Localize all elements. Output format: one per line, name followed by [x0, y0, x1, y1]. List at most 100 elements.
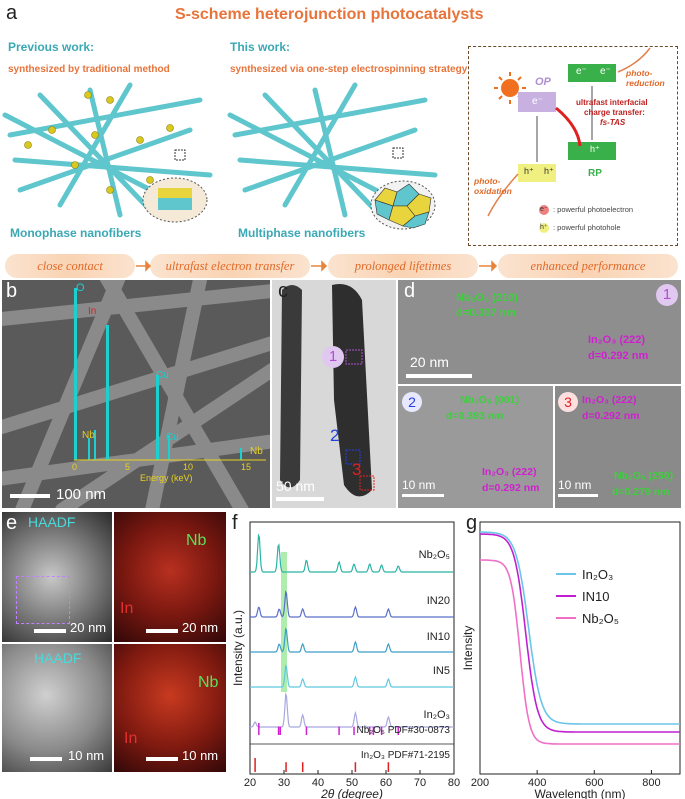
eds-peak-in: In [88, 306, 97, 317]
panel-c-scale: 50 nm [276, 478, 315, 494]
fs-tas-label: fs-TAS [600, 118, 626, 127]
xrd-series-label-4: In₂O₃ [424, 709, 450, 721]
xrd-tick-label-30: 30 [278, 777, 290, 789]
eds-x-label: Energy (keV) [140, 473, 193, 483]
panel-d1-hrtem [398, 280, 681, 384]
xrd-highlight-band [281, 552, 287, 692]
d3-scale: 10 nm [558, 478, 592, 492]
eds-peak-cu-2: Cu [166, 432, 179, 443]
xrd-series-2 [250, 627, 454, 653]
panel-e-haadf-region [16, 576, 70, 624]
multiphase-label: Multiphase nanofibers [238, 226, 366, 240]
monophase-label: Monophase nanofibers [10, 226, 142, 240]
scale-bottom-left: 10 nm [68, 748, 105, 763]
charge-transfer-1: ultrafast interfacial [576, 98, 648, 107]
flow-prolonged-lifetimes: prolonged lifetimes [328, 254, 478, 278]
d1-in-plane: In₂O₃ (222) [588, 334, 646, 346]
scale-bar-bottom-left [30, 757, 62, 761]
panel-c-marker-1: 1 [322, 346, 344, 368]
panel-a-label: a [6, 2, 18, 24]
d2-marker: 2 [402, 392, 422, 412]
uv-tick-label-800: 800 [642, 777, 660, 789]
xrd-y-label: Intensity (a.u.) [231, 610, 245, 686]
flow-close-contact: close contact [5, 254, 135, 278]
haadf-label-top: HAADF [28, 514, 76, 530]
scale-top-left: 20 nm [70, 620, 107, 635]
xrd-series-0 [250, 533, 454, 573]
eds-tick-15: 15 [241, 462, 252, 472]
op-label: OP [535, 76, 551, 88]
scale-bar-top-left [34, 629, 66, 633]
monophase-fibers-illustration [2, 82, 213, 223]
uv-frame [479, 521, 681, 775]
flow-electron-transfer: ultrafast electron transfer [150, 254, 310, 278]
eds-peak-nb-2: Nb [250, 446, 263, 457]
flow-arrows [136, 260, 498, 272]
charge-transfer-2: charge transfer: [584, 108, 645, 117]
panel-e-map-bottom [114, 644, 226, 772]
xrd-series-1 [250, 590, 454, 618]
s-scheme-box [468, 46, 678, 246]
legend-electron-symbol: e⁻ [540, 206, 548, 213]
flow-enhanced-performance: enhanced performance [498, 254, 678, 278]
d3-scale-bar [558, 494, 598, 497]
xrd-chart: Nb₂O₅ IN20 IN10 IN5 In₂O₃ Nb₂O₅ PDF#30-0873 In… [231, 521, 460, 799]
panel-c-scale-bar [276, 497, 324, 501]
d2-nb-spacing: d=0.393 nm [446, 410, 504, 422]
uv-series-0 [480, 531, 680, 725]
uv-y-label: Intensity [461, 626, 475, 671]
eds-tick-10: 10 [183, 462, 194, 472]
xrd-x-label: 2θ (degree) [320, 787, 383, 799]
d3-nb-spacing: d=0.279 nm [612, 486, 670, 498]
scale-top-right: 20 nm [182, 620, 219, 635]
xrd-series-4 [250, 692, 454, 728]
d3-in-plane: In₂O₃ (222) [582, 394, 637, 406]
uv-x-label: Wavelength (nm) [535, 787, 626, 799]
in-label-bottom: In [124, 730, 138, 747]
rp-hole: h⁺ [590, 144, 600, 154]
xrd-tick-label-40: 40 [312, 777, 324, 789]
op-hole-1: h⁺ [524, 166, 534, 176]
legend-hole: : powerful photohole [553, 223, 621, 232]
uv-series-1 [480, 533, 680, 733]
d1-scale: 20 nm [410, 354, 449, 370]
scale-bar-bottom-right [146, 757, 178, 761]
uv-tick-label-400: 400 [528, 777, 546, 789]
in-label-top: In [120, 600, 134, 617]
panel-c-marker-2: 2 [330, 426, 340, 445]
scale-bar-top-right [146, 629, 178, 633]
uv-tick-label-600: 600 [585, 777, 603, 789]
legend-hole-symbol: h⁺ [540, 224, 548, 231]
nb-label-bottom: Nb [198, 674, 219, 691]
photo-oxidation-label: photo-oxidation [474, 176, 512, 197]
this-work-heading: This work: [230, 40, 291, 54]
d1-nb-spacing: d=0.307 nm [456, 307, 517, 319]
d2-scale: 10 nm [402, 478, 436, 492]
multiphase-fibers-illustration [227, 82, 438, 230]
photo-reduction-label: photo-reduction [626, 68, 665, 89]
xrd-ref-label-1: In₂O₃ PDF#71-2195 [361, 750, 451, 761]
panel-b-scale-bar [10, 494, 50, 498]
xrd-series-label-3: IN5 [433, 665, 450, 677]
panel-g-label: g [466, 512, 478, 534]
panel-c-marker-3: 3 [352, 460, 362, 479]
d1-marker: 1 [656, 284, 678, 306]
d3-nb-plane: Nb₂O₅ (250) [614, 470, 674, 482]
panel-b-sem [2, 280, 270, 508]
xrd-tick-label-20: 20 [244, 777, 256, 789]
panel-b-label: b [6, 280, 18, 302]
eds-peak-cu-1: Cu [156, 370, 169, 381]
op-hole-2: h⁺ [544, 166, 554, 176]
d3-marker: 3 [558, 392, 578, 412]
eds-peak-nb: Nb [82, 430, 95, 441]
xrd-tick-label-60: 60 [380, 777, 392, 789]
eds-tick-0: 0 [72, 462, 78, 472]
xrd-tick-label-50: 50 [346, 777, 358, 789]
nb-label-top: Nb [186, 532, 207, 549]
d1-nb-plane: Nb₂O₅ (210) [456, 292, 518, 304]
d1-scale-bar [406, 374, 472, 378]
eds-peak-o: O [76, 282, 85, 294]
d2-in-spacing: d=0.292 nm [482, 482, 540, 494]
xrd-tick-label-80: 80 [448, 777, 460, 789]
panel-d-label: d [404, 280, 416, 302]
